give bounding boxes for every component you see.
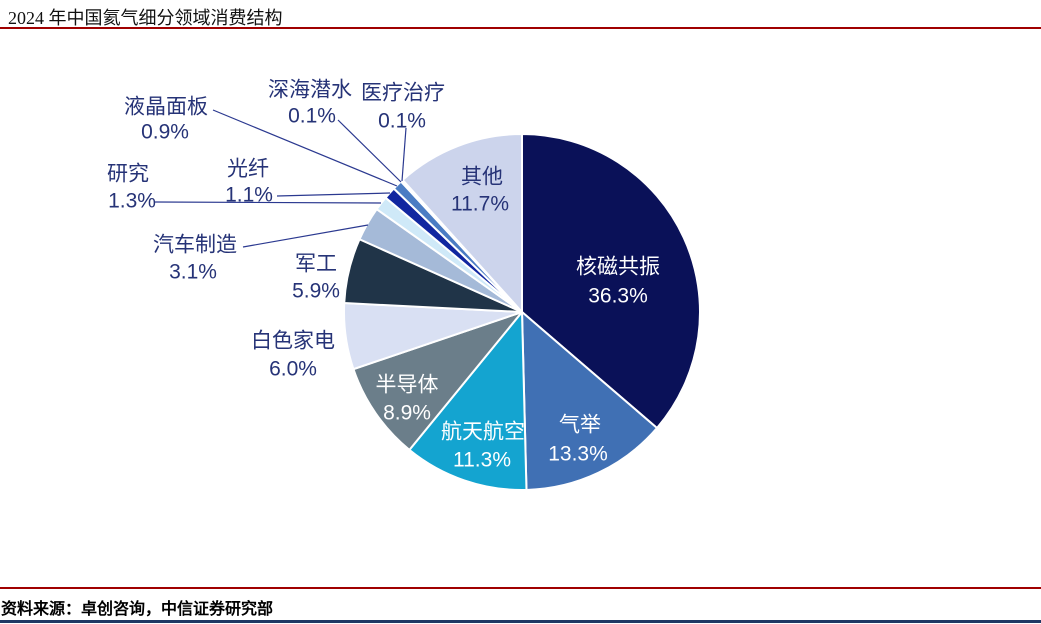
slice-percent-label: 0.1% <box>288 105 336 128</box>
slice-name-label: 研究 <box>107 163 149 186</box>
slice-percent-label: 6.0% <box>269 358 317 381</box>
slice-percent-label: 1.3% <box>108 190 156 213</box>
bottom-border-line <box>0 620 1041 623</box>
title-rule <box>0 27 1041 29</box>
pie-slice <box>352 311 523 451</box>
slice-name-label: 白色家电 <box>251 330 335 353</box>
slice-percent-label: 8.9% <box>383 402 431 425</box>
label-leader-line <box>337 119 402 183</box>
label-leader-line <box>276 192 391 197</box>
pie-slice <box>521 311 658 491</box>
pie-slice <box>408 311 528 491</box>
slice-name-label: 核磁共振 <box>576 256 660 279</box>
slice-percent-label: 1.1% <box>225 184 273 207</box>
label-leader-line <box>212 109 398 187</box>
slice-percent-label: 0.9% <box>141 121 189 144</box>
slice-name-label: 军工 <box>295 253 337 276</box>
slice-name-label: 汽车制造 <box>153 234 237 257</box>
slice-percent-label: 11.3% <box>453 449 511 472</box>
label-leader-line <box>242 224 369 248</box>
slice-name-label: 医疗治疗 <box>361 82 445 105</box>
slice-percent-label: 0.1% <box>378 110 426 133</box>
label-leader-line <box>154 201 382 204</box>
slice-percent-label: 36.3% <box>588 285 648 308</box>
slice-name-label: 航天航空 <box>441 421 525 444</box>
slice-percent-label: 3.1% <box>169 261 217 284</box>
slice-name-label: 液晶面板 <box>124 96 208 119</box>
chart-title: 2024 年中国氦气细分领域消费结构 <box>8 8 283 28</box>
slice-name-label: 深海潜水 <box>268 79 352 102</box>
slice-name-label: 半导体 <box>376 374 439 397</box>
label-leader-line <box>401 127 407 182</box>
source-note: 资料来源：卓创咨询，中信证券研究部 <box>1 601 274 618</box>
slice-percent-label: 5.9% <box>292 280 340 303</box>
pie-slice <box>521 133 701 430</box>
pie-slice <box>401 133 523 313</box>
slice-name-label: 其他 <box>461 166 503 189</box>
slice-percent-label: 11.7% <box>451 193 509 216</box>
slice-percent-label: 13.3% <box>548 443 608 466</box>
slice-name-label: 气举 <box>559 414 601 437</box>
footer-rule <box>0 587 1041 589</box>
slice-name-label: 光纤 <box>227 158 269 181</box>
